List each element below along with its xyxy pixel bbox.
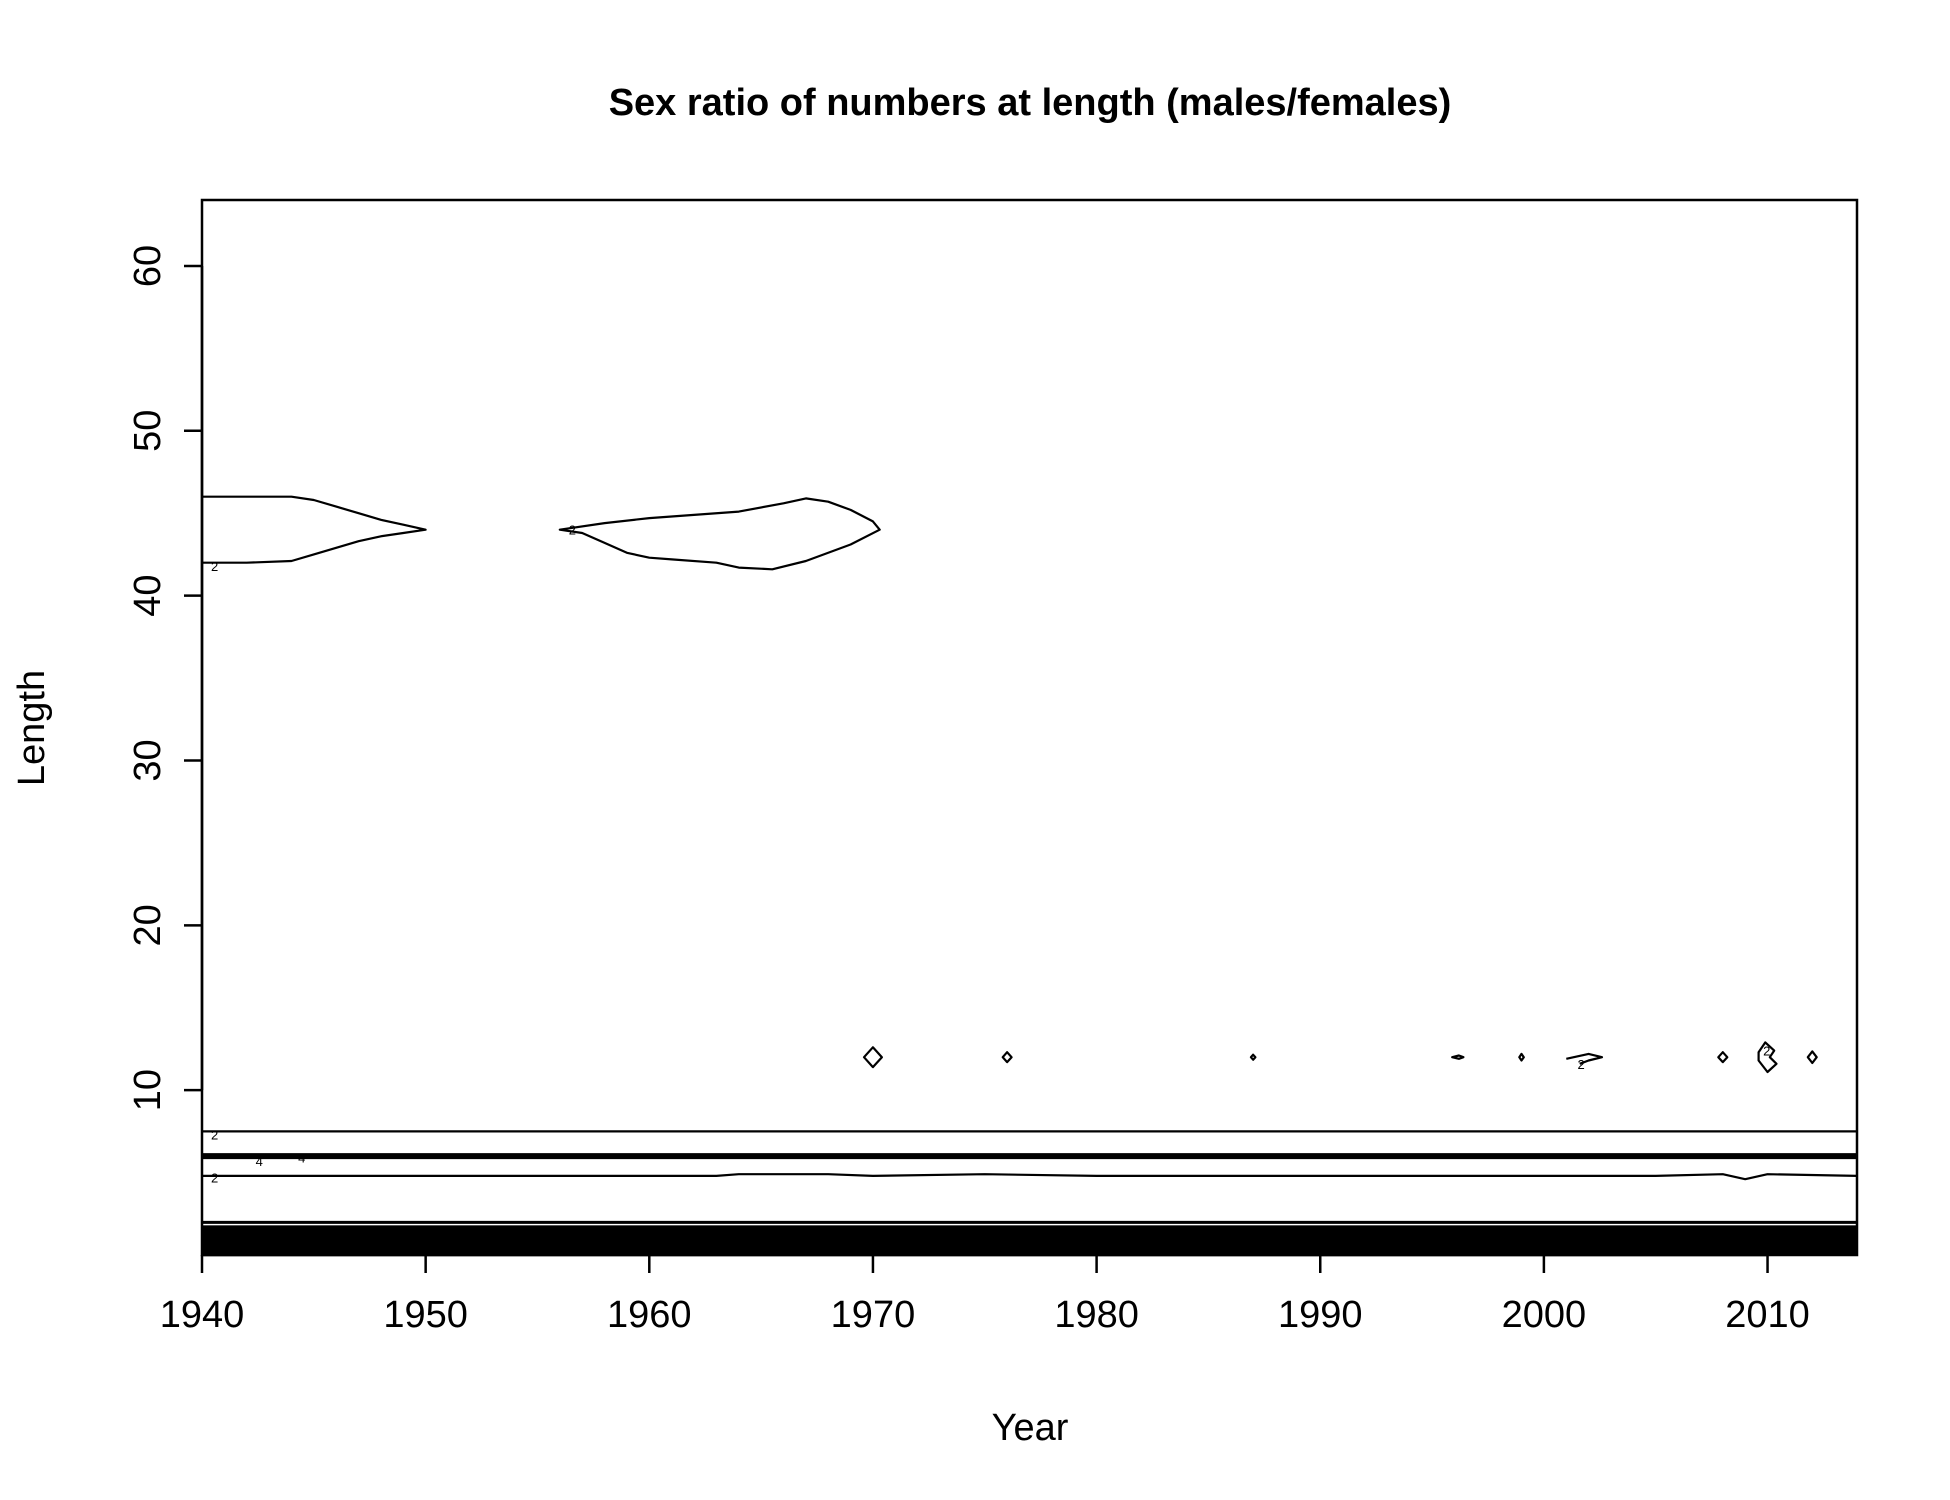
x-tick-label-1960: 1960: [607, 1294, 692, 1336]
contour-line-band-4.8: [202, 1173, 1858, 1181]
contour-line-ring-1970: [862, 1046, 883, 1069]
x-tick-label-2000: 2000: [1502, 1294, 1587, 1336]
contour-label-0: 2: [211, 559, 218, 574]
contour-line-ring-1987: [1249, 1053, 1257, 1061]
contour-label-1: 2: [569, 523, 576, 538]
x-tick-label-1970: 1970: [831, 1294, 916, 1336]
x-tick-label-1990: 1990: [1278, 1294, 1363, 1336]
contour-dense-band: [202, 1225, 1857, 1255]
y-axis-label: Length: [11, 670, 53, 786]
contour-line-ring-1999: [1518, 1052, 1525, 1062]
contour-label-8: 2: [1763, 1044, 1770, 1059]
plot-area: 2 2 2 4 4 2 2 2 2: [202, 495, 1858, 1255]
y-tick-label-50: 50: [127, 410, 169, 452]
contour-line-ring-2008: [1717, 1051, 1729, 1064]
x-tick-label-2010: 2010: [1725, 1294, 1810, 1336]
contour-line-upper-lobe-early: [202, 495, 427, 564]
contour-line-ring-1996: [1451, 1054, 1465, 1060]
contour-line-ring-1976: [1001, 1051, 1013, 1064]
x-tick-label-1950: 1950: [383, 1294, 468, 1336]
x-axis-label: Year: [992, 1407, 1069, 1449]
y-tick-label-10: 10: [127, 1069, 169, 1111]
contour-label-2: 2: [211, 1128, 218, 1143]
contour-label-7: 2: [1577, 1057, 1584, 1072]
y-tick-label-60: 60: [127, 245, 169, 287]
contour-line-upper-lobe-mid: [558, 497, 881, 571]
y-tick-label-20: 20: [127, 904, 169, 946]
contour-label-6: 2: [211, 1223, 218, 1238]
y-axis: 10 20 30 40 50 60: [127, 245, 204, 1111]
x-axis: 1940 1950 1960 1970 1980 1990 2000 2010: [160, 1253, 1810, 1336]
x-tick-label-1980: 1980: [1054, 1294, 1139, 1336]
contour-label-4: 4: [298, 1151, 305, 1166]
x-tick-label-1940: 1940: [160, 1294, 245, 1336]
chart-title: Sex ratio of numbers at length (males/fe…: [609, 82, 1452, 124]
contour-line-ring-2010: [1757, 1041, 1778, 1074]
contour-label-5: 2: [211, 1171, 218, 1186]
y-tick-label-40: 40: [127, 574, 169, 616]
y-tick-label-30: 30: [127, 739, 169, 781]
contour-line-ring-2012: [1806, 1050, 1818, 1065]
contour-label-3: 4: [256, 1154, 263, 1169]
contour-line-ring-2002: [1566, 1052, 1604, 1065]
